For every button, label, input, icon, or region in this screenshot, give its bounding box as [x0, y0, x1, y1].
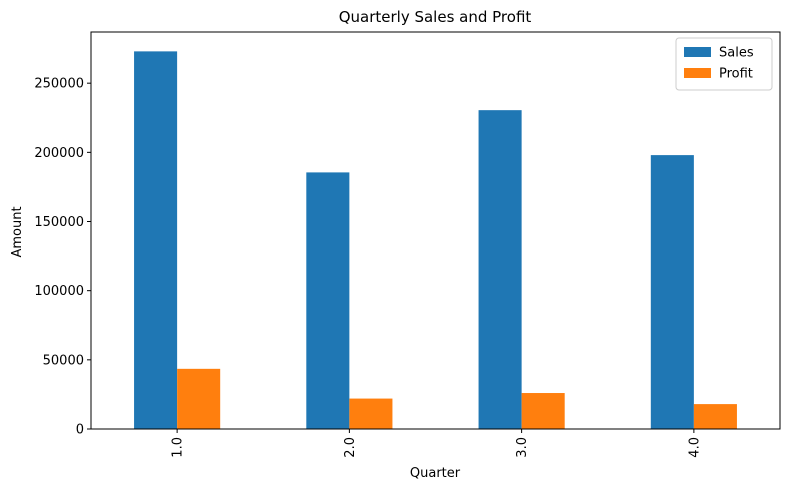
- x-tick-label-2: 2.0: [343, 437, 358, 458]
- bar-sales-3: [478, 110, 522, 429]
- plot-area: 0 50000 100000 150000 200000 250000 1.0 2.0 3.0 4…: [34, 31, 781, 458]
- x-tick-label-4: 4.0: [687, 437, 702, 458]
- chart-title: Quarterly Sales and Profit: [339, 8, 532, 26]
- bar-profit-1: [177, 368, 221, 429]
- y-tick-label-1: 50000: [43, 353, 84, 368]
- axes-frame: [90, 31, 781, 430]
- legend-label-profit: Profit: [719, 67, 753, 82]
- bar-sales-4: [650, 155, 694, 430]
- y-axis-label: Amount: [10, 206, 25, 257]
- bar-sales-2: [306, 172, 350, 429]
- bar-profit-2: [349, 398, 393, 429]
- y-tick-label-5: 250000: [34, 77, 84, 92]
- y-tick-label-2: 100000: [34, 284, 84, 299]
- legend-swatch-profit: [684, 68, 711, 78]
- x-tick-label-3: 3.0: [515, 437, 530, 458]
- y-tick-label-3: 150000: [34, 215, 84, 230]
- legend-swatch-sales: [684, 47, 711, 57]
- x-tick-label-1: 1.0: [171, 437, 186, 458]
- bar-profit-3: [521, 393, 565, 429]
- legend: Sales Profit: [675, 37, 773, 91]
- bar-profit-4: [693, 404, 737, 429]
- y-tick-label-4: 200000: [34, 146, 84, 161]
- legend-label-sales: Sales: [719, 46, 754, 61]
- y-tick-label-0: 0: [76, 423, 84, 438]
- bar-sales-1: [134, 51, 178, 430]
- x-axis-label: Quarter: [410, 466, 461, 481]
